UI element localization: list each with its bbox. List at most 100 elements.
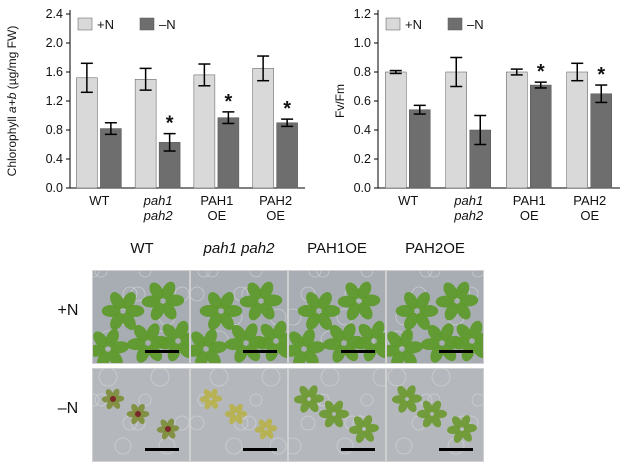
rosette-leaf <box>203 389 212 399</box>
bar-plus-n <box>566 71 588 189</box>
rosette-leaf <box>431 400 442 413</box>
rosette-leaf <box>435 295 455 308</box>
bar-plus-n <box>385 71 407 189</box>
rosette-leaf <box>114 395 125 402</box>
bar-minus-n <box>276 122 298 189</box>
rosette-leaf <box>452 416 463 429</box>
rosette-leaf <box>235 414 243 425</box>
rosette-leaf <box>406 400 417 413</box>
legend-swatch <box>385 17 401 31</box>
rosette-leaf <box>239 295 259 308</box>
plant-photo-minus-n-wt <box>92 368 190 462</box>
rosette-leaf <box>121 312 136 330</box>
rosette-leaf <box>358 302 373 320</box>
rosette-leaf <box>229 414 237 425</box>
agar-texture <box>289 437 302 455</box>
scale-bar <box>243 350 277 353</box>
scale-bar <box>439 350 473 353</box>
significance-marker: * <box>166 113 174 135</box>
rosette-leaf <box>415 312 430 330</box>
rosette-leaf <box>150 302 165 321</box>
agar-texture <box>431 369 451 387</box>
y-axis-label-part: (µg/mg FW) <box>5 26 19 93</box>
rosette-leaf <box>297 305 317 317</box>
rosette-leaf <box>248 302 263 321</box>
y-tick-label: 1.6 <box>46 65 63 79</box>
rosette-leaf <box>162 302 177 320</box>
y-tick-label: 0.0 <box>46 181 63 195</box>
y-tick-label: 0.6 <box>354 94 371 108</box>
rosette-leaf <box>346 302 361 321</box>
rosette-leaf <box>219 292 234 310</box>
agar-texture <box>471 271 483 278</box>
plant-photo-grid: WT pah1 pah2 PAH1OE PAH2OE +N –N <box>0 240 640 475</box>
rosette-leaf <box>139 410 150 418</box>
bar-plus-n <box>134 79 157 189</box>
bar-minus-n <box>217 117 240 189</box>
agar-texture <box>150 369 170 387</box>
agar-texture <box>197 393 211 407</box>
agar-texture <box>395 437 413 455</box>
rosette-leaf <box>474 332 483 345</box>
rosette-leaf <box>219 312 234 330</box>
rosette-leaf <box>461 429 472 442</box>
y-tick-label: 0.8 <box>46 123 63 137</box>
rosette-leaf <box>365 423 379 433</box>
bar-minus-n <box>100 128 122 189</box>
x-tick-label: PAH1 <box>200 193 233 208</box>
rosette-leaf <box>237 410 248 418</box>
scale-bar <box>145 448 179 451</box>
photo-column-label-pah1-pah2: pah1 pah2 <box>203 240 275 257</box>
rosette-leaf <box>456 323 472 341</box>
significance-marker: * <box>537 61 545 83</box>
photo-row-label-minus-n: –N <box>57 400 79 417</box>
rosette-leaf <box>306 312 321 330</box>
y-tick-label: 2.4 <box>46 7 63 21</box>
rosette-leaf <box>137 403 145 414</box>
x-tick-label: pah1 <box>453 193 483 208</box>
agar-texture <box>98 369 118 387</box>
rosette-leaf <box>231 324 247 342</box>
agar-texture <box>158 437 176 455</box>
rosette-leaf <box>335 409 349 419</box>
rosette-leaf <box>317 292 332 310</box>
rosette-leaf <box>191 331 207 348</box>
significance-marker: * <box>283 98 291 120</box>
rosette-leaf <box>223 305 243 317</box>
agar-texture <box>197 271 211 278</box>
significance-marker: * <box>597 64 605 86</box>
rosette-leaf <box>195 351 209 363</box>
agar-texture <box>336 437 354 455</box>
rosette-leaf <box>397 385 408 398</box>
rosette-leaf <box>107 350 123 363</box>
rosette-leaf <box>455 281 470 300</box>
rosette-leaf <box>180 332 189 345</box>
rosette-leaf <box>321 305 341 317</box>
rosette-leaf <box>322 338 342 351</box>
rosette-leaf <box>447 425 461 435</box>
rosette-leaf <box>276 341 287 359</box>
rosette-leaf <box>299 385 310 398</box>
y-tick-label: 0.4 <box>354 123 371 137</box>
rosette-leaf <box>224 338 244 351</box>
rosette-leaf <box>208 292 223 310</box>
rosette-leaf <box>126 410 137 418</box>
plant-photo-minus-n-pah1-pah2 <box>190 368 288 462</box>
rosette-leaf <box>169 425 180 432</box>
agar-texture <box>174 415 189 431</box>
rosette-leaf <box>161 281 176 300</box>
rosette-leaf <box>333 400 344 413</box>
y-axis-label-part: a+b <box>5 92 19 113</box>
rosette-leaf <box>404 341 424 354</box>
x-tick-label: pah1 <box>143 193 173 208</box>
plant-photo-minus-n-pah2oe <box>386 368 484 462</box>
agar-texture <box>427 271 441 278</box>
rosette-leaf <box>141 295 161 308</box>
bar-plus-n <box>76 77 98 189</box>
rosette-leaf <box>419 305 439 317</box>
rosette-leaf <box>105 389 114 399</box>
rosette-leaf <box>300 400 310 413</box>
agar-texture <box>316 271 330 278</box>
rosette-leaf <box>444 302 459 321</box>
rosette-leaf <box>224 410 235 418</box>
